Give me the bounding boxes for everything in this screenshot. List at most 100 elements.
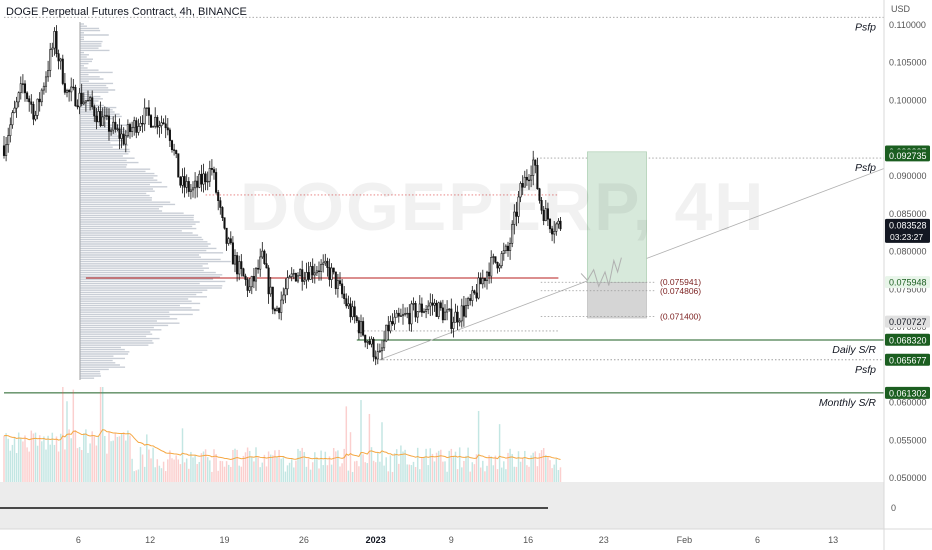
candle-body <box>307 272 310 280</box>
price-badge-label: 0.068320 <box>889 335 927 345</box>
volume-bar <box>160 468 163 482</box>
candle-body <box>311 266 314 276</box>
candle-body <box>265 263 268 269</box>
volume-bar <box>177 459 180 482</box>
volume-bar <box>154 467 156 482</box>
candle-body <box>504 245 507 251</box>
candle-body <box>86 99 90 102</box>
price-badge[interactable] <box>885 149 930 162</box>
volume-bar <box>36 445 39 482</box>
volume-bar <box>368 413 371 482</box>
candle-body <box>259 256 262 270</box>
candle-body <box>116 128 119 130</box>
volume-bar <box>364 462 366 482</box>
price-badge[interactable] <box>885 333 930 346</box>
level-label: Psfp <box>855 162 876 174</box>
candle-body <box>145 107 148 109</box>
candle-body <box>492 256 495 258</box>
volume-bar <box>416 447 419 482</box>
volume-bar <box>267 451 270 482</box>
price-tick-label: 0.110000 <box>889 20 926 30</box>
volume-bar <box>484 471 486 482</box>
candle-body <box>194 180 197 189</box>
candle-body <box>240 261 243 270</box>
volume-bar <box>238 465 240 482</box>
price-badge[interactable] <box>885 218 930 243</box>
volume-bar <box>246 447 249 482</box>
volume-bar <box>11 444 14 482</box>
volume-bar <box>410 465 413 482</box>
volume-bar <box>255 447 257 482</box>
candle-body <box>141 122 144 125</box>
candle-body <box>443 311 447 321</box>
symbol-watermark: DOGEPERP, 4H <box>240 169 766 245</box>
candle-body <box>261 250 264 258</box>
candle-body <box>309 266 312 280</box>
volume-bar <box>400 445 402 482</box>
time-tick-label: 23 <box>599 535 609 545</box>
candle-body <box>208 168 211 182</box>
candle-body <box>242 268 245 277</box>
candle-body <box>76 105 79 108</box>
candle-body <box>425 309 428 312</box>
volume-bar <box>387 471 390 482</box>
volume-bar <box>259 467 261 482</box>
candle-body <box>351 306 354 318</box>
volume-bar <box>517 451 520 482</box>
candle-body <box>225 227 228 244</box>
candle-body <box>59 58 62 62</box>
price-axis[interactable] <box>885 0 932 550</box>
volume-bar <box>503 461 505 482</box>
candle-body <box>179 176 182 186</box>
volume-bar <box>87 452 89 482</box>
candle-body <box>217 192 220 201</box>
candle-body <box>450 308 453 329</box>
candle-body <box>368 341 371 345</box>
candle-body <box>156 116 159 128</box>
candle-body <box>162 122 165 125</box>
candle-body <box>506 245 510 251</box>
volume-bar <box>45 449 47 482</box>
volume-bar <box>425 448 427 482</box>
volume-bar <box>244 452 247 482</box>
candle-body <box>189 189 192 192</box>
candle-body <box>517 196 520 217</box>
volume-bar <box>223 466 226 482</box>
loss-zone[interactable] <box>587 282 647 319</box>
candle-body <box>32 104 35 120</box>
price-badge[interactable] <box>885 353 930 366</box>
volume-bar <box>362 454 364 482</box>
volume-bar <box>389 455 392 482</box>
candle-body <box>177 153 180 178</box>
price-badge[interactable] <box>885 315 930 328</box>
volume-bar <box>169 450 171 482</box>
profit-zone[interactable] <box>587 151 647 283</box>
candle-body <box>36 98 39 116</box>
volume-bar <box>139 446 142 482</box>
candle-body <box>401 313 405 317</box>
candle-body <box>122 133 125 145</box>
candle-body <box>294 273 297 282</box>
candle-body <box>84 100 87 103</box>
lower-pane-zero-label: 0 <box>891 503 896 513</box>
volume-bar <box>488 455 490 482</box>
volume-bar <box>74 430 77 482</box>
volume-bar <box>381 422 383 482</box>
volume-bar <box>78 446 81 482</box>
volume-bar <box>343 448 345 482</box>
volume-bar <box>108 431 110 482</box>
volume-bar <box>435 452 438 482</box>
volume-bar <box>141 454 144 482</box>
volume-bar <box>322 465 324 482</box>
volume-bar <box>475 454 478 482</box>
candle-body <box>267 267 270 295</box>
volume-bar <box>328 456 331 482</box>
candle-body <box>353 306 356 318</box>
price-badge[interactable] <box>885 386 930 399</box>
volume-bar <box>458 447 461 482</box>
volume-bar <box>185 458 188 482</box>
candle-body <box>299 269 302 277</box>
price-badge[interactable] <box>885 276 930 289</box>
